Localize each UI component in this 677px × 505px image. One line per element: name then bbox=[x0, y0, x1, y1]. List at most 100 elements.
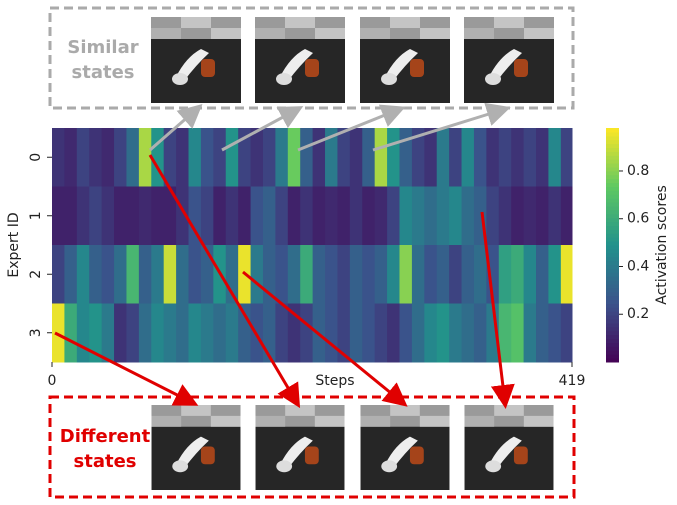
heatmap-cell bbox=[114, 186, 127, 246]
colorbar-segment bbox=[606, 143, 619, 148]
heatmap-cell bbox=[275, 303, 289, 363]
heatmap-cell bbox=[362, 303, 376, 363]
heatmap-cell bbox=[188, 245, 202, 304]
heatmap-cell bbox=[163, 303, 177, 363]
heatmap-cell bbox=[337, 245, 351, 304]
heatmap-cell bbox=[225, 128, 239, 187]
heatmap-cell bbox=[424, 245, 438, 304]
heatmap-cell bbox=[362, 186, 376, 246]
heatmap-cell bbox=[399, 303, 413, 363]
heatmap-cell bbox=[449, 303, 463, 363]
heatmap-cell bbox=[337, 303, 351, 363]
heatmap-cell bbox=[287, 128, 301, 187]
heatmap-cell bbox=[449, 245, 463, 304]
heatmap-cell bbox=[548, 303, 562, 363]
colorbar-segment bbox=[606, 311, 619, 316]
heatmap-cell bbox=[287, 186, 301, 246]
thumbnail bbox=[151, 17, 241, 103]
colorbar-segment bbox=[606, 319, 619, 324]
heatmap-cell bbox=[126, 128, 140, 187]
heatmap-cell bbox=[325, 186, 338, 246]
heatmap-cell bbox=[312, 128, 326, 187]
heatmap-cell bbox=[138, 303, 152, 363]
heatmap-cell bbox=[262, 186, 276, 246]
heatmap-cell bbox=[399, 245, 413, 304]
colorbar-label: Activation scores bbox=[654, 185, 670, 304]
heatmap-cell bbox=[275, 245, 289, 304]
heatmap-cell bbox=[138, 186, 152, 246]
colorbar-segment bbox=[606, 330, 619, 336]
heatmap-cell bbox=[64, 303, 78, 363]
heatmap-cell bbox=[411, 186, 425, 246]
heatmap-cell bbox=[387, 128, 400, 187]
colorbar-segment bbox=[606, 135, 619, 141]
heatmap-cell bbox=[374, 186, 388, 246]
colorbar-segment bbox=[606, 248, 619, 254]
heatmap-cell bbox=[300, 303, 314, 363]
heatmap-cell bbox=[250, 128, 264, 187]
colorbar-segment bbox=[606, 268, 619, 273]
colorbar-segment bbox=[606, 264, 619, 269]
heatmap-cell bbox=[411, 245, 425, 304]
thumbnail bbox=[151, 405, 241, 490]
colorbar-segment bbox=[606, 202, 619, 207]
colorbar-segment bbox=[606, 338, 619, 343]
heatmap-cell bbox=[374, 128, 388, 187]
heatmap-cell bbox=[523, 303, 537, 363]
colorbar-tick-label: 0.4 bbox=[627, 258, 649, 274]
heatmap-cell bbox=[560, 245, 573, 304]
colorbar-segment bbox=[606, 299, 619, 304]
heatmap-cell bbox=[200, 128, 214, 187]
colorbar-segment bbox=[606, 237, 619, 242]
colorbar-segment bbox=[606, 307, 619, 312]
heatmap-cell bbox=[300, 128, 314, 187]
heatmap-cell bbox=[473, 245, 487, 304]
heatmap-cell bbox=[200, 303, 214, 363]
colorbar-segment bbox=[606, 284, 619, 289]
heatmap-cell bbox=[560, 303, 573, 363]
colorbar-segment bbox=[606, 221, 619, 226]
heatmap-cell bbox=[89, 186, 103, 246]
heatmap-cell bbox=[151, 303, 165, 363]
heatmap-cell bbox=[176, 303, 190, 363]
heatmap-cell bbox=[64, 186, 78, 246]
heatmap-cell bbox=[498, 303, 512, 363]
heatmap-cell bbox=[349, 186, 363, 246]
heatmap-cell bbox=[461, 303, 475, 363]
heatmap-cell bbox=[151, 245, 165, 304]
heatmap-cell bbox=[188, 186, 202, 246]
heatmap-cell bbox=[300, 186, 314, 246]
colorbar-segment bbox=[606, 190, 619, 195]
colorbar-segment bbox=[606, 225, 619, 230]
heatmap-cell bbox=[436, 303, 450, 363]
colorbar-segment bbox=[606, 241, 619, 246]
heatmap-cell bbox=[337, 186, 351, 246]
heatmap-cell bbox=[362, 245, 376, 304]
heatmap-cell bbox=[436, 186, 450, 246]
heatmap-cell bbox=[238, 186, 252, 246]
thumbnail bbox=[464, 405, 554, 490]
heatmap-cell bbox=[275, 186, 289, 246]
heatmap-cell bbox=[76, 128, 90, 187]
heatmap-cell bbox=[52, 303, 65, 363]
heatmap-cell bbox=[387, 303, 400, 363]
colorbar-segment bbox=[606, 354, 619, 359]
colorbar-segment bbox=[606, 260, 619, 265]
heatmap-cell bbox=[325, 245, 338, 304]
colorbar-segment bbox=[606, 213, 619, 219]
heatmap-cell bbox=[473, 128, 487, 187]
heatmap-cell bbox=[325, 128, 338, 187]
heatmap-cell bbox=[523, 245, 537, 304]
heatmap-cell bbox=[536, 128, 549, 187]
heatmap-cell bbox=[64, 245, 78, 304]
heatmap-cell bbox=[548, 128, 562, 187]
thumbnail bbox=[255, 17, 345, 103]
heatmap-cell bbox=[262, 303, 276, 363]
heatmap-cell bbox=[89, 128, 103, 187]
x-tick-label: 0 bbox=[48, 373, 57, 389]
heatmap-cell bbox=[436, 245, 450, 304]
heatmap-cell bbox=[52, 245, 65, 304]
colorbar-segment bbox=[606, 287, 619, 293]
colorbar-segment bbox=[606, 303, 619, 308]
colorbar-segment bbox=[606, 315, 619, 320]
